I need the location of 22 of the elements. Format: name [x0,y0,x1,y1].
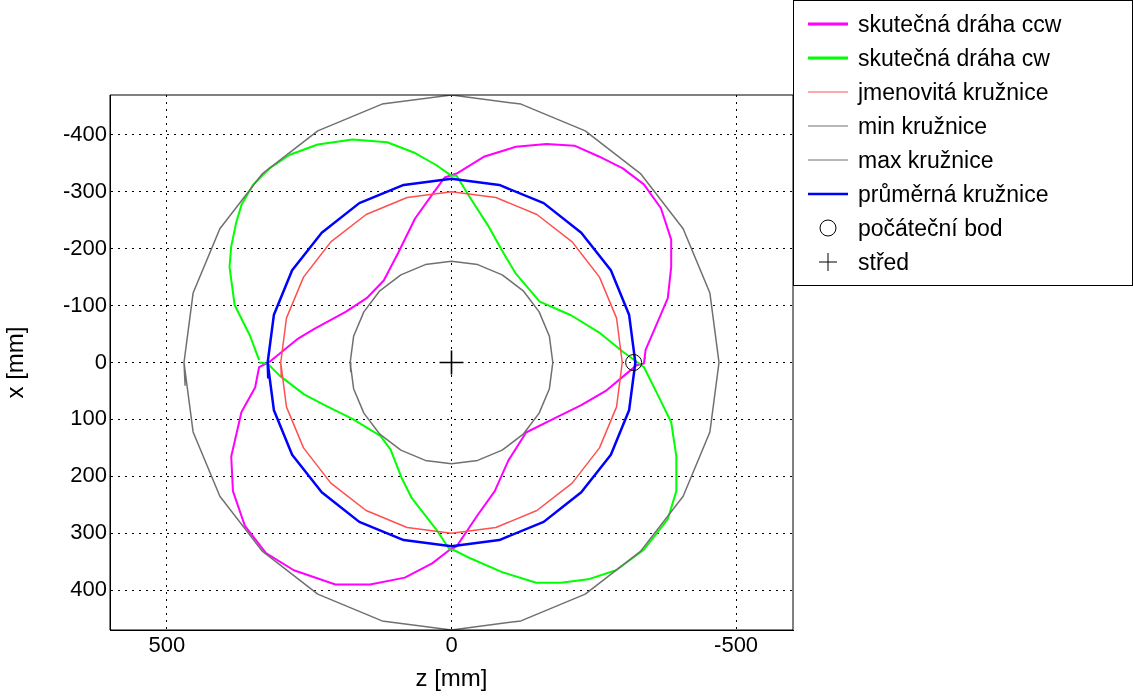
x-axis-title: z [mm] [415,664,488,692]
legend-label: počáteční bod [858,214,1003,242]
legend-label: střed [858,248,910,276]
legend-label: skutečná dráha cw [858,44,1050,72]
legend-label: max kružnice [858,146,994,174]
x-tick-label: -500 [714,632,759,658]
y-axis-title: x [mm] [1,326,29,399]
y-tick-label: 300 [70,519,107,545]
legend-label: jmenovitá kružnice [858,78,1049,106]
y-tick-label: 100 [70,405,107,431]
y-tick-label: -400 [62,120,107,146]
y-tick-label: 400 [70,576,107,602]
y-tick-label: 200 [70,462,107,488]
y-tick-label: -300 [62,177,107,203]
legend-label: min kružnice [858,112,988,140]
legend-label: průměrná kružnice [858,180,1049,208]
x-tick-label: 500 [148,632,186,658]
legend-label: skutečná dráha ccw [858,10,1062,38]
y-tick-label: -100 [62,291,107,317]
x-tick-label: 0 [445,632,458,658]
y-tick-label: -200 [62,234,107,260]
y-tick-label: 0 [94,348,107,374]
